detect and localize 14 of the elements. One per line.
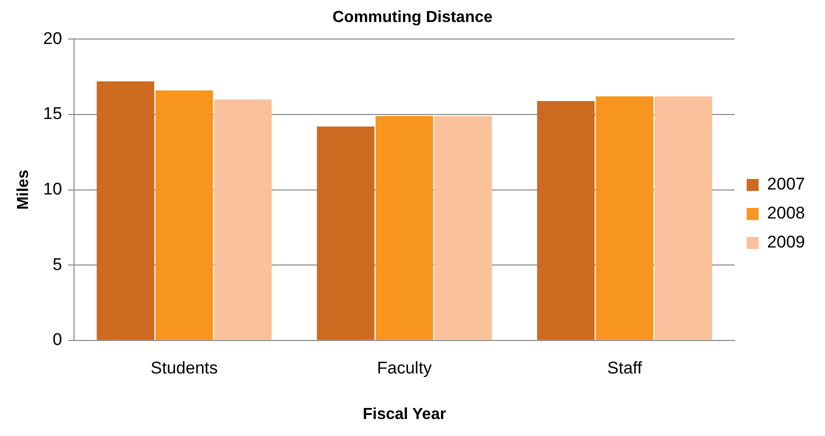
x-tick-label: Staff [607,358,642,378]
y-tick-label: 20 [43,28,62,48]
x-axis-title: Fiscal Year [362,406,446,423]
x-tick-label: Students [150,358,218,378]
chart-title: Commuting Distance [332,9,493,26]
y-axis-title: Miles [15,170,32,210]
y-tick-label: 0 [52,330,62,350]
y-tick-label: 5 [52,254,62,274]
legend-label: 2008 [767,204,806,223]
x-tick-label: Faculty [376,358,432,378]
legend-label: 2007 [767,174,806,194]
y-tick-label: 10 [43,179,62,198]
legend-label: 2009 [767,232,806,252]
y-tick-label: 15 [43,104,62,124]
